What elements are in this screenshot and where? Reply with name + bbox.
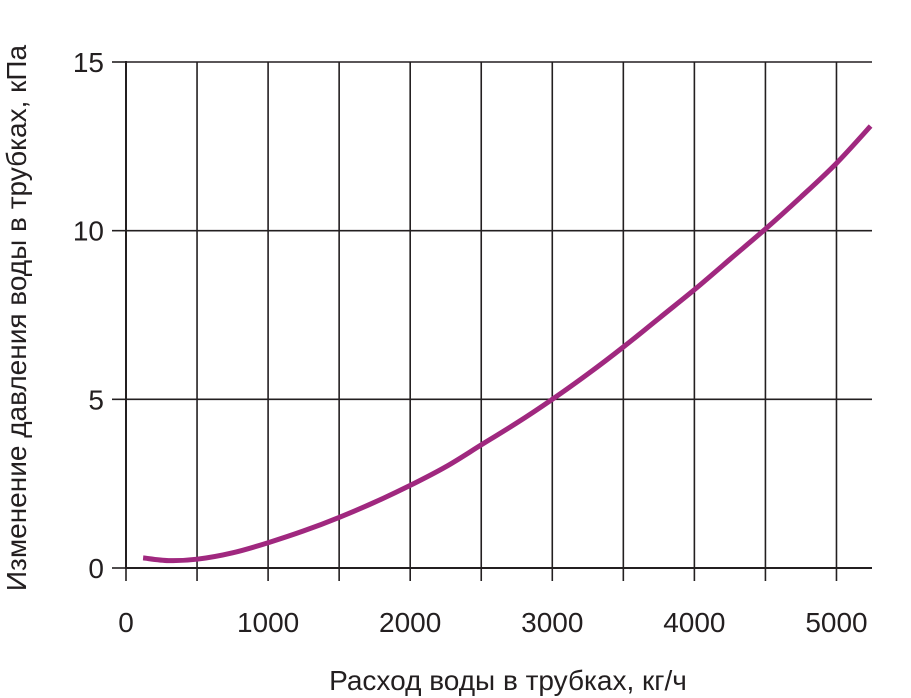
x-tick-label: 5000: [805, 607, 867, 638]
series: [142, 124, 873, 564]
y-tick-label: 5: [88, 384, 104, 415]
grid: [126, 61, 872, 568]
y-tick-label: 15: [73, 47, 104, 78]
x-tick-label: 1000: [237, 607, 299, 638]
x-axis-title: Расход воды в трубках, кг/ч: [329, 665, 687, 696]
tick-labels: 0 5 10 15 0 1000 2000 3000 4000 5000: [73, 47, 868, 638]
axes: [112, 61, 872, 581]
x-tick-label: 3000: [521, 607, 583, 638]
x-tick-label: 4000: [663, 607, 725, 638]
x-tick-label: 2000: [379, 607, 441, 638]
y-tick-label: 0: [88, 553, 104, 584]
y-tick-label: 10: [73, 216, 104, 247]
y-axis-title: Изменение давления воды в трубках, кПа: [1, 44, 32, 591]
x-tick-label: 0: [118, 607, 134, 638]
series-line: [142, 124, 873, 564]
